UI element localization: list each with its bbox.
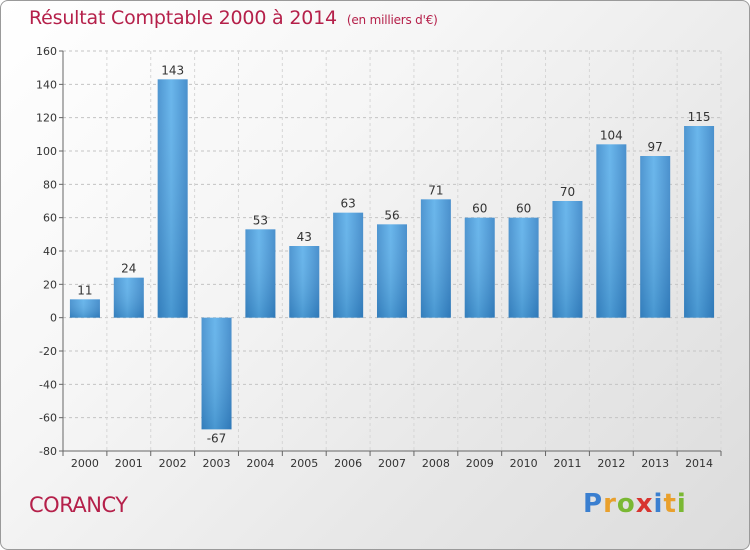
- x-tick-label: 2010: [510, 457, 538, 470]
- x-tick-label: 2002: [159, 457, 187, 470]
- proxiti-logo: Proxiti: [583, 489, 687, 519]
- x-tick-label: 2003: [203, 457, 231, 470]
- value-label: 60: [472, 202, 487, 216]
- logo-letter: i: [653, 489, 664, 519]
- axis-layer: -80 -60 -40 -20 0 20 40 60 80 100 120 140 160: [36, 45, 722, 458]
- value-label: 143: [161, 63, 184, 77]
- unit-label: (en milliers d'€): [346, 13, 438, 27]
- bar-shade: [596, 144, 627, 318]
- bar-shade: [333, 212, 364, 318]
- value-label: 24: [121, 262, 136, 276]
- bar-shade: [684, 126, 715, 318]
- logo-letter: o: [616, 489, 636, 519]
- y-tick-label: 100: [36, 145, 57, 158]
- bar-shade: [201, 317, 232, 430]
- chart-title: Résultat Comptable 2000 à 2014 (en millie…: [29, 7, 438, 29]
- value-label: 60: [516, 202, 531, 216]
- y-tick-label: 0: [50, 312, 57, 325]
- x-tick-label: 2005: [290, 457, 318, 470]
- value-label: 115: [688, 110, 711, 124]
- value-label: 104: [600, 128, 623, 142]
- logo-letter: i: [676, 489, 687, 519]
- y-tick-label: 40: [43, 245, 57, 258]
- x-tick-label: 2001: [115, 457, 143, 470]
- bar-shade: [377, 224, 407, 318]
- bar-shade: [69, 299, 100, 318]
- x-tick-label: 2013: [641, 457, 669, 470]
- x-tick-label: 2007: [378, 457, 406, 470]
- value-label: 43: [297, 230, 312, 244]
- y-tick-label: 60: [43, 212, 57, 225]
- y-tick-label: -20: [39, 345, 57, 358]
- value-label: 70: [560, 185, 575, 199]
- bar-shade: [245, 229, 276, 318]
- logo-letter: t: [663, 489, 677, 519]
- commune-name: CORANCY: [29, 493, 128, 517]
- y-tick-label: 140: [36, 78, 57, 91]
- x-tick-label: 2008: [422, 457, 450, 470]
- logo-letter: r: [603, 489, 617, 519]
- bar-shade: [464, 217, 495, 318]
- bar-shade: [552, 201, 583, 318]
- y-tick-label: 20: [43, 278, 57, 291]
- value-label: 11: [77, 283, 92, 297]
- logo-letter: P: [583, 489, 604, 519]
- bar-shade: [640, 156, 671, 318]
- y-tick-label: -80: [39, 445, 57, 458]
- x-tick-label: 2014: [685, 457, 713, 470]
- value-label: -67: [207, 431, 227, 445]
- bar-shade: [420, 199, 451, 318]
- x-tick-label: 2009: [466, 457, 494, 470]
- bar-shade: [113, 277, 144, 318]
- x-tick-label: 2011: [553, 457, 581, 470]
- value-label: 97: [648, 140, 663, 154]
- bar-shade: [289, 246, 320, 318]
- value-label: 56: [384, 208, 399, 222]
- y-tick-label: 120: [36, 112, 57, 125]
- y-tick-label: 80: [43, 178, 57, 191]
- title-text: Résultat Comptable 2000 à 2014: [29, 7, 337, 29]
- value-label: 63: [340, 197, 355, 211]
- bar-shade: [508, 217, 539, 318]
- x-tick-label: 2004: [246, 457, 274, 470]
- x-tick-label: 2006: [334, 457, 362, 470]
- y-tick-label: 160: [36, 45, 57, 58]
- value-label: 53: [253, 213, 268, 227]
- label-layer: 11 2000 24 2001 143 2002 -67 2003 53 2004 43 2005 63…: [71, 63, 713, 470]
- x-tick-label: 2012: [597, 457, 625, 470]
- bar-layer: [69, 79, 715, 430]
- logo-letter: x: [635, 489, 654, 519]
- y-tick-label: -60: [39, 412, 57, 425]
- bar-shade: [157, 79, 188, 318]
- x-tick-label: 2000: [71, 457, 99, 470]
- value-label: 71: [428, 183, 443, 197]
- y-tick-label: -40: [39, 378, 57, 391]
